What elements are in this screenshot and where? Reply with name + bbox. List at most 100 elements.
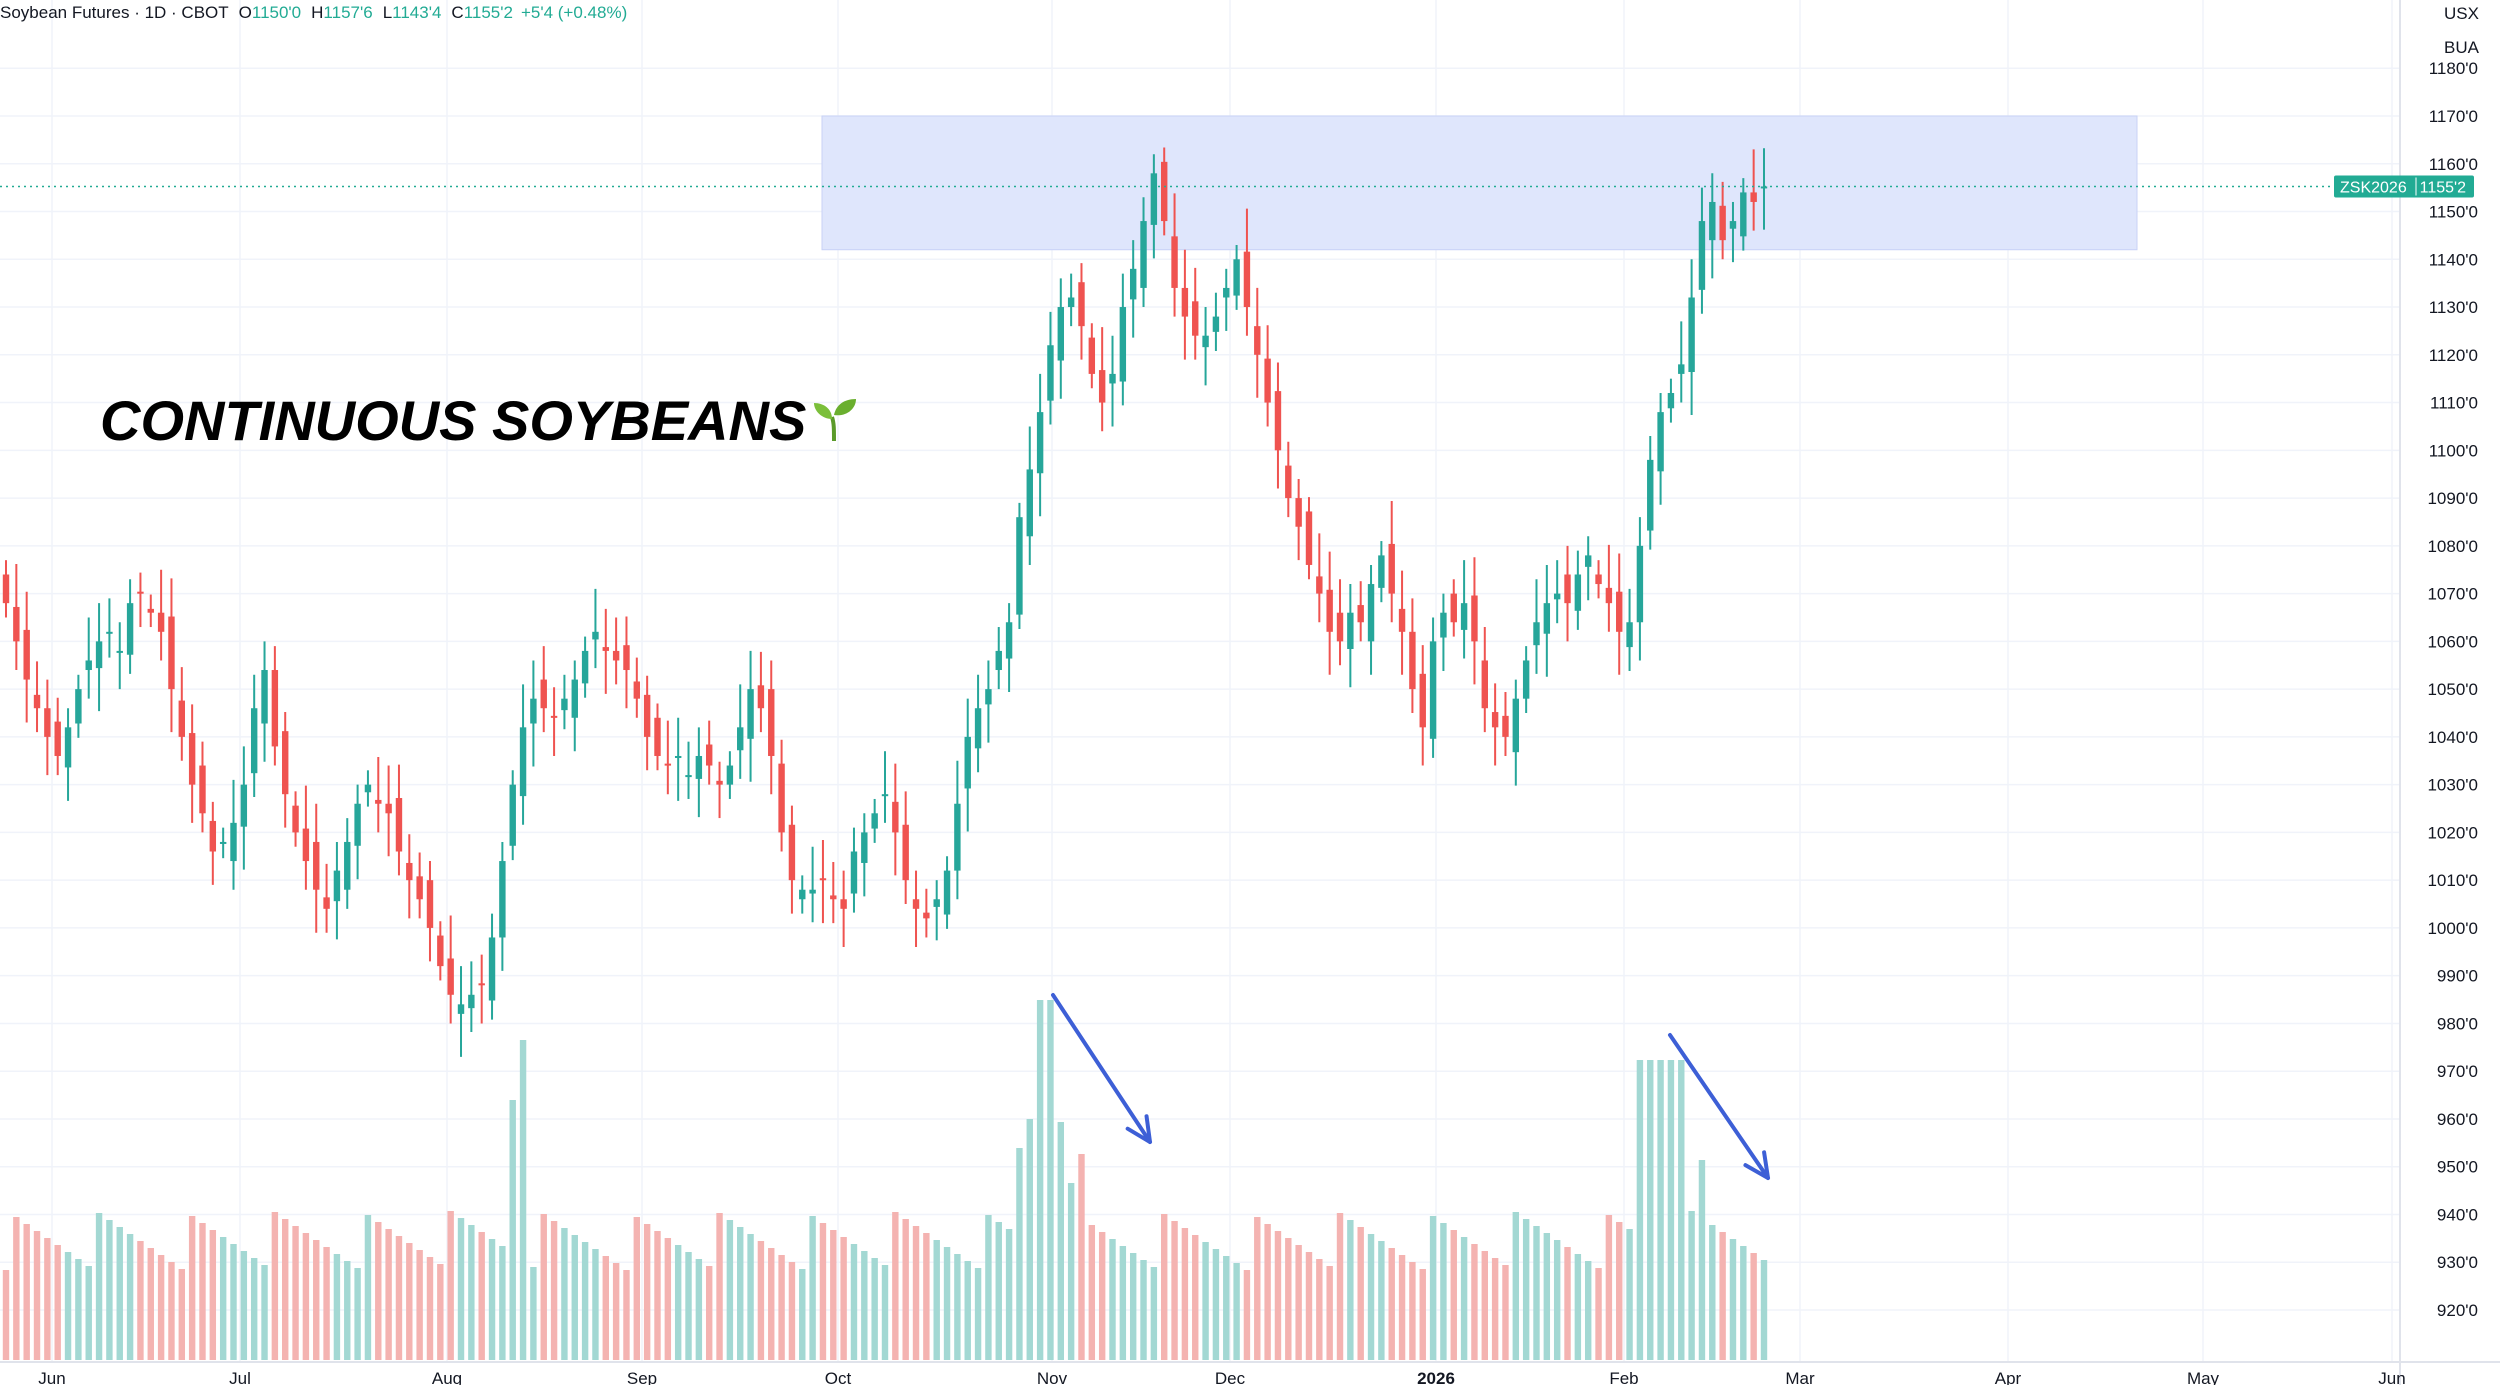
candle-body	[75, 689, 82, 724]
candle-body	[1636, 545, 1644, 623]
candle-body	[881, 794, 889, 797]
volume-bar	[95, 1213, 103, 1360]
volume-bar	[1709, 1225, 1716, 1360]
volume-bar	[705, 1266, 713, 1360]
volume-bar	[1192, 1235, 1199, 1360]
volume-bar	[581, 1242, 589, 1360]
candle-body	[23, 629, 30, 680]
time-tick-label: Oct	[825, 1369, 852, 1385]
volume-bar	[654, 1231, 661, 1360]
volume-bar	[219, 1237, 227, 1360]
volume-bar	[1388, 1248, 1395, 1360]
volume-bar	[1305, 1252, 1313, 1360]
volume-arrow-1-head	[1125, 1114, 1152, 1144]
candle-body	[757, 685, 765, 709]
candle-body	[1047, 345, 1054, 401]
volume-bar	[1667, 1060, 1675, 1360]
volume-bar	[633, 1217, 641, 1360]
candle-body	[1605, 587, 1613, 604]
volume-arrow-2-head	[1743, 1150, 1770, 1180]
price-tick-label: 1110'0	[2430, 394, 2478, 413]
price-tick-label: 1030'0	[2427, 776, 2478, 795]
candle-body	[819, 878, 827, 881]
currency-unit[interactable]: USX	[2444, 4, 2479, 23]
time-tick-label: Mar	[1785, 1369, 1815, 1385]
volume-bar	[964, 1261, 971, 1360]
quantity-unit[interactable]: BUA	[2444, 38, 2479, 57]
candle-body	[406, 862, 413, 881]
volume-bar	[716, 1213, 723, 1360]
price-tick-label: 970'0	[2437, 1062, 2478, 1081]
candle-body	[1016, 517, 1023, 615]
volume-bar	[1419, 1269, 1426, 1360]
candle-body	[437, 935, 444, 967]
volume-bar	[468, 1225, 475, 1360]
candle-body	[116, 650, 123, 653]
candle-body	[674, 755, 682, 758]
candle-body	[168, 616, 175, 690]
seedling-icon	[810, 393, 860, 458]
candle-body	[1150, 173, 1158, 225]
time-tick-label: 2026	[1417, 1369, 1455, 1385]
candle-body	[643, 694, 651, 737]
volume-bar	[1150, 1267, 1158, 1360]
price-tick-label: 1130'0	[2429, 298, 2478, 317]
candle-body	[447, 958, 454, 995]
symbol-title[interactable]: Soybean Futures · 1D · CBOT	[0, 3, 229, 22]
open-value: 1150'0	[251, 3, 302, 22]
candle-body	[1295, 498, 1302, 527]
candle-body	[602, 647, 609, 651]
volume-bar	[1264, 1224, 1271, 1360]
volume-bar	[1285, 1238, 1292, 1360]
volume-bar	[1119, 1246, 1127, 1360]
volume-bar	[302, 1233, 310, 1360]
candle-body	[964, 736, 971, 789]
candle-body	[871, 813, 878, 829]
candle-body	[1429, 641, 1437, 739]
candle-body	[809, 889, 816, 894]
volume-bar	[499, 1246, 506, 1360]
volume-bar	[1647, 1060, 1654, 1360]
volume-bar	[737, 1227, 744, 1360]
annotation-title[interactable]: CONTINUOUS SOYBEANS	[100, 388, 860, 458]
candle-body	[519, 727, 527, 797]
symbol-legend: Soybean Futures · 1D · CBOT O 1150'0 H 115…	[0, 2, 627, 24]
candle-body	[137, 591, 144, 594]
candle-body	[1522, 660, 1530, 699]
price-tick-label: 1170'0	[2429, 107, 2478, 126]
candle-body	[1336, 612, 1344, 642]
volume-bar	[64, 1252, 72, 1360]
candle-body	[1067, 297, 1075, 308]
candle-body	[830, 895, 837, 900]
candle-body	[1512, 698, 1520, 753]
volume-bar	[1295, 1245, 1302, 1360]
candle-body	[716, 780, 723, 785]
candle-body	[1223, 287, 1230, 298]
price-tick-label: 1000'0	[2427, 919, 2478, 938]
candle-body	[1129, 268, 1137, 300]
volume-bar	[985, 1215, 992, 1360]
candle-body	[892, 801, 899, 833]
candle-body	[1254, 326, 1261, 355]
volume-bar	[861, 1251, 868, 1360]
volume-bar	[106, 1220, 113, 1360]
candle-body	[395, 798, 403, 852]
candle-body	[1098, 370, 1106, 403]
candle-body	[1688, 297, 1695, 372]
volume-bar	[1512, 1212, 1520, 1360]
candle-body	[313, 841, 320, 890]
candle-body	[1026, 469, 1033, 537]
candle-body	[612, 650, 620, 661]
volume-bar	[447, 1211, 454, 1360]
volume-bar	[313, 1240, 320, 1360]
volume-bar	[250, 1258, 258, 1360]
volume-bar	[1533, 1226, 1540, 1360]
volume-bar	[344, 1261, 351, 1360]
volume-bar	[199, 1223, 206, 1360]
price-tick-label: 1180'0	[2429, 59, 2478, 78]
candle-body	[1161, 161, 1168, 222]
candle-body	[1212, 316, 1220, 332]
candle-body	[685, 775, 692, 778]
